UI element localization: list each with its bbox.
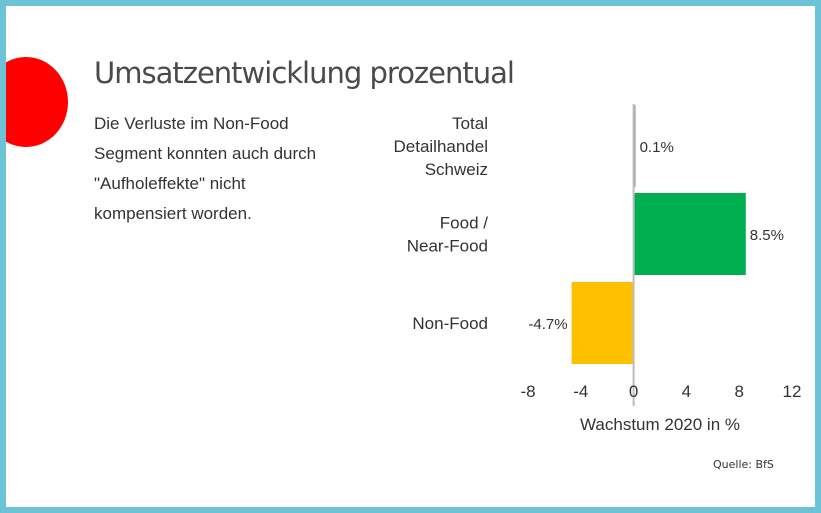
description-line: Die Verluste im Non-Food — [94, 114, 289, 133]
tick-label: 0 — [629, 382, 638, 401]
bar-chart: 0.1% Total Detailhandel Schweiz 8.5% Food / Ne… — [393, 104, 802, 434]
tick-label: -4 — [573, 382, 588, 401]
category-label: Detailhandel — [393, 137, 488, 156]
data-label: 0.1% — [640, 139, 674, 156]
description-line: Segment konnten auch durch — [94, 144, 317, 163]
source-note: Quelle: BfS — [713, 458, 774, 471]
data-label: 8.5% — [750, 227, 784, 244]
bar — [633, 193, 746, 275]
chart-description: Die Verluste im Non-Food Segment konnten… — [94, 109, 394, 229]
category-label: Non-Food — [412, 314, 488, 333]
tick-label: 12 — [783, 382, 802, 401]
x-axis-title: Wachstum 2020 in % — [580, 415, 740, 434]
description-line: kompensiert worden. — [94, 204, 252, 223]
data-label: -4.7% — [528, 316, 567, 333]
category-label: Near-Food — [407, 237, 488, 256]
bar — [571, 282, 634, 364]
tick-label: -8 — [520, 382, 535, 401]
description-line: "Aufholeffekte" nicht — [94, 174, 246, 193]
tick-label: 8 — [734, 382, 743, 401]
category-label: Total — [452, 114, 488, 133]
category-label: Food / — [440, 214, 488, 233]
chart-title: Umsatzentwicklung prozentual — [94, 56, 515, 90]
tick-label: 4 — [682, 382, 691, 401]
category-label: Schweiz — [425, 160, 488, 179]
